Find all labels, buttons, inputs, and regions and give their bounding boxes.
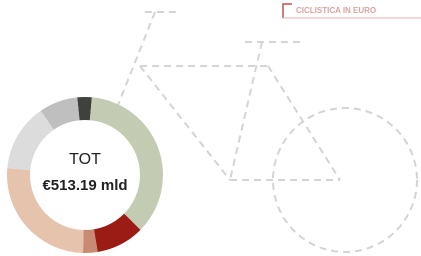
donut-hole <box>30 120 140 230</box>
bike-outline <box>118 12 417 252</box>
center-value: €513.19 mld <box>42 177 127 194</box>
infographic: CICLISTICA IN EURO TOT €513.19 mld <box>0 0 421 256</box>
banner: CICLISTICA IN EURO <box>283 4 421 18</box>
center-label: TOT <box>69 151 101 168</box>
banner-text: CICLISTICA IN EURO <box>296 6 376 15</box>
